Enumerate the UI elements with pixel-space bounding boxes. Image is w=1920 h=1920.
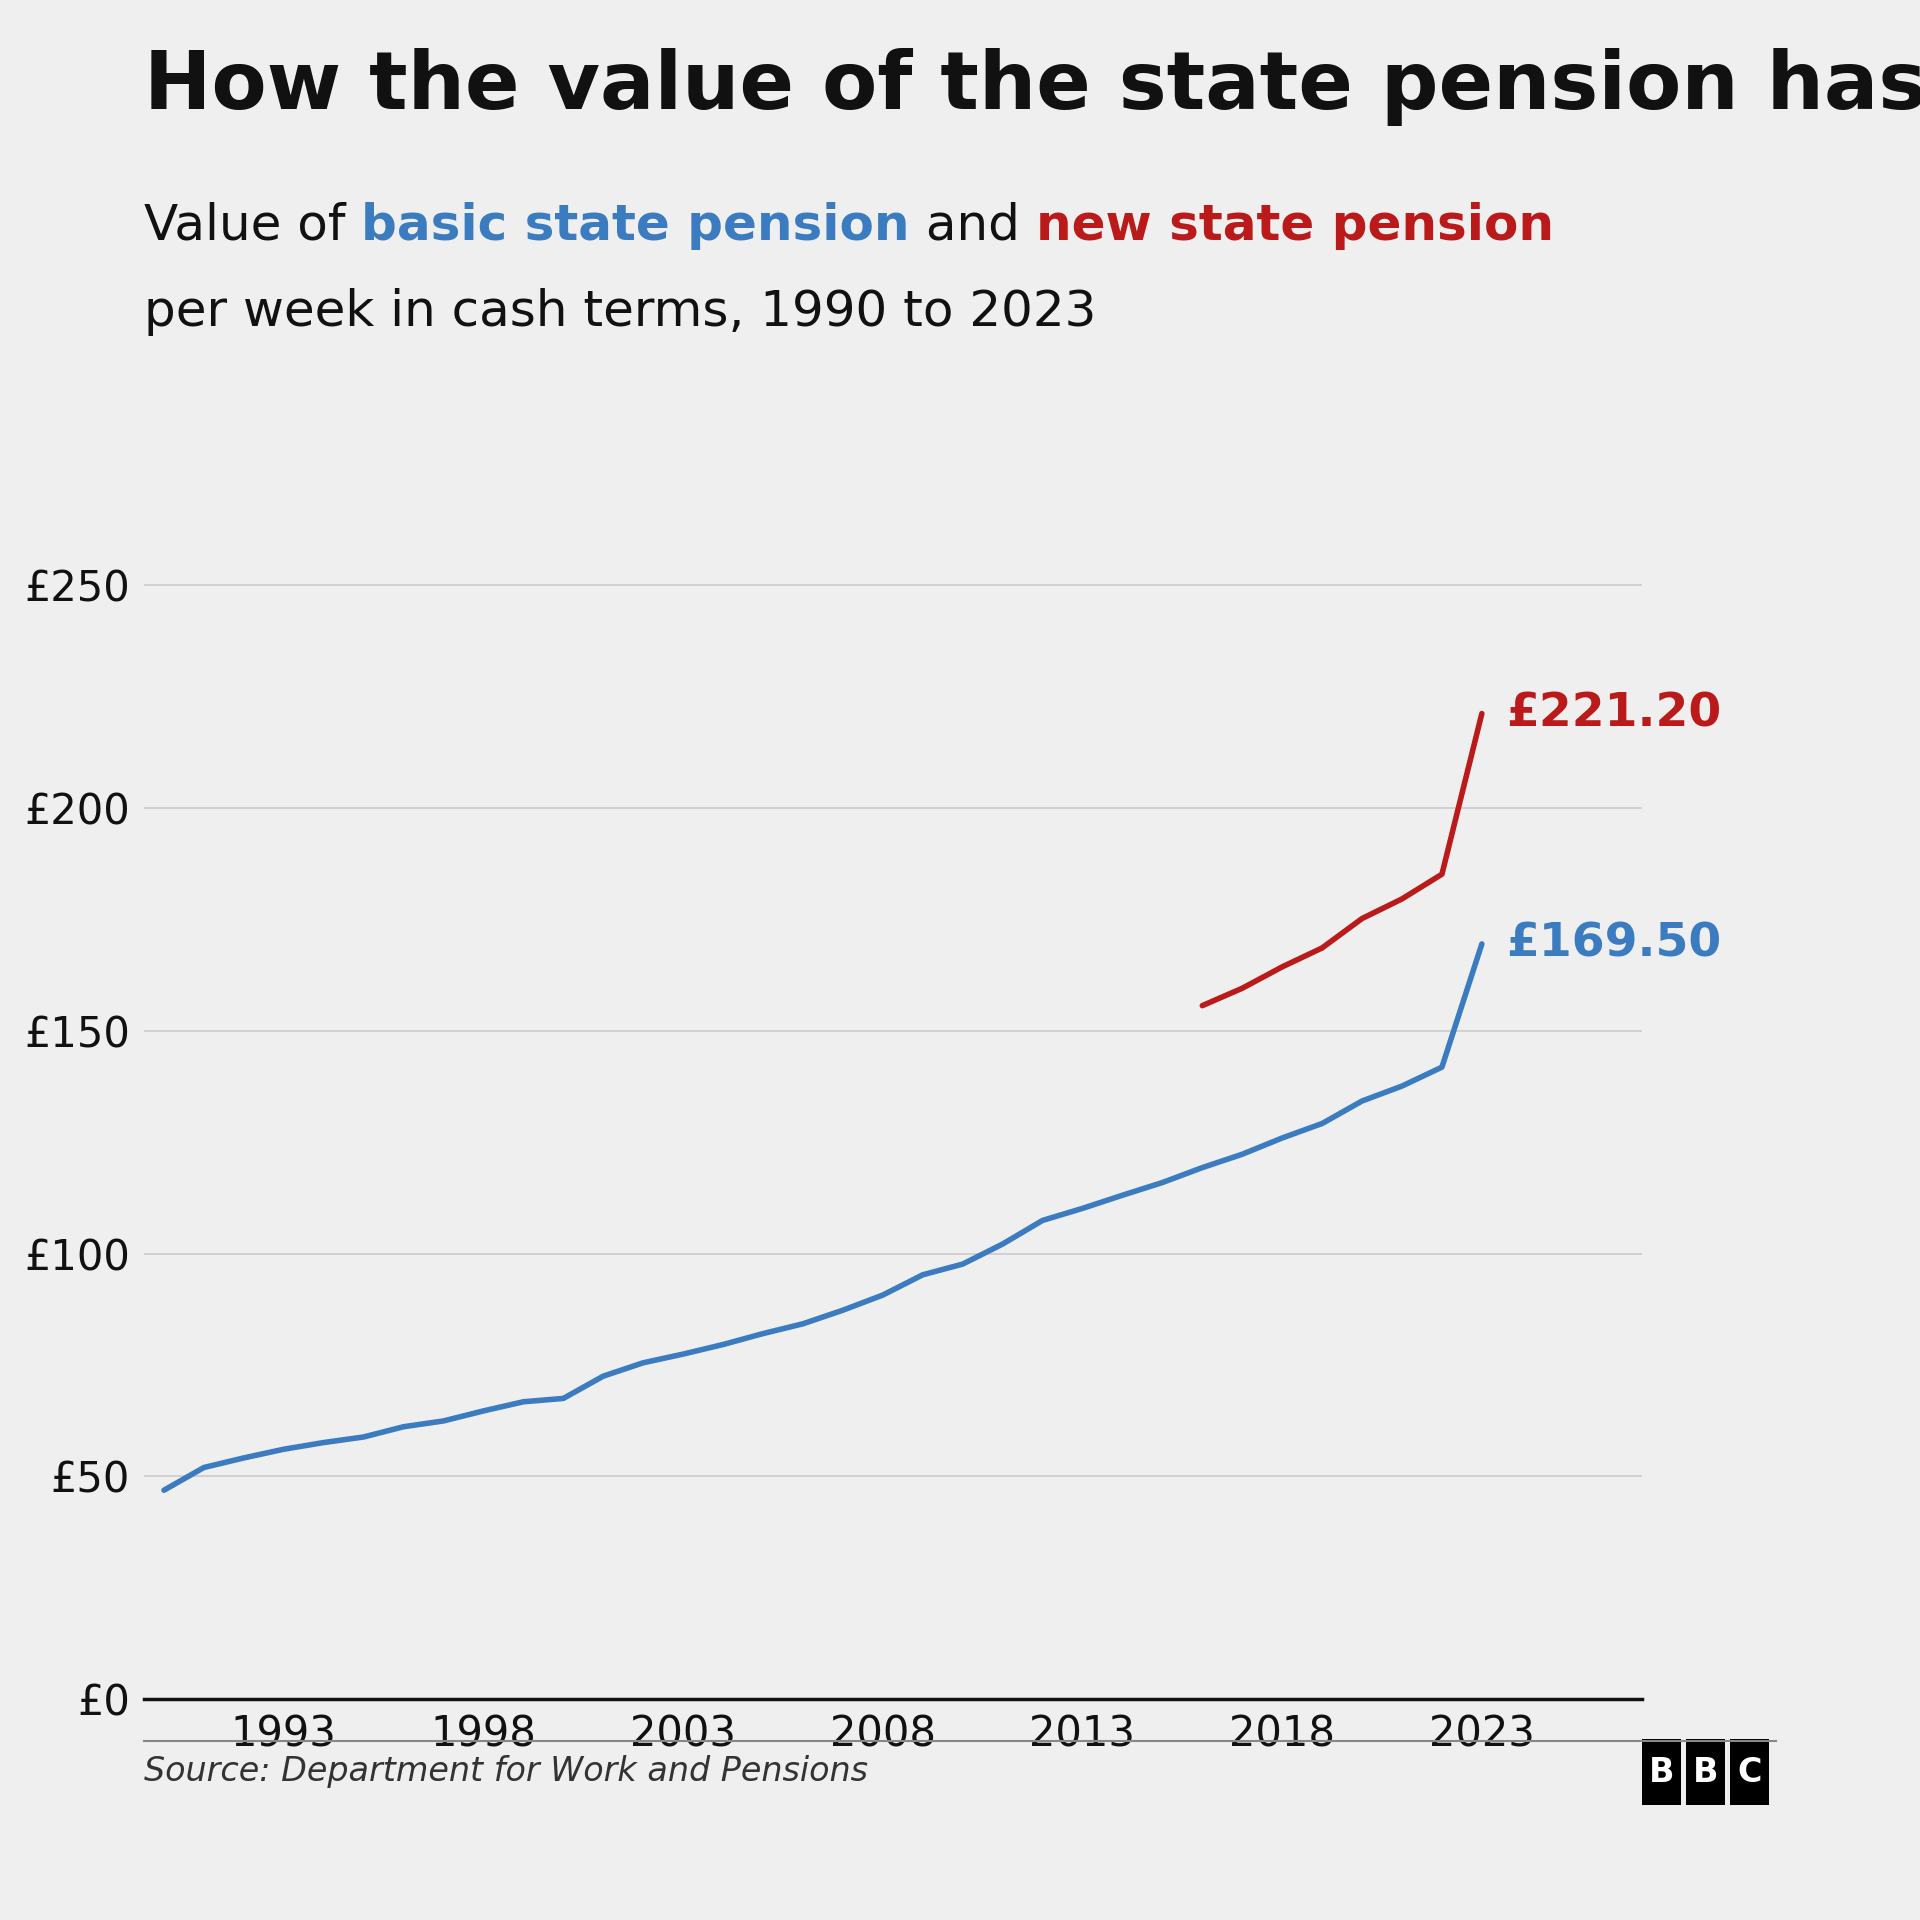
FancyBboxPatch shape [1730,1740,1768,1805]
Text: C: C [1738,1755,1763,1789]
Text: and: and [910,202,1035,250]
FancyBboxPatch shape [1642,1740,1682,1805]
Text: basic state pension: basic state pension [361,202,910,250]
Text: new state pension: new state pension [1035,202,1553,250]
Text: B: B [1649,1755,1674,1789]
Text: per week in cash terms, 1990 to 2023: per week in cash terms, 1990 to 2023 [144,288,1096,336]
Text: Source: Department for Work and Pensions: Source: Department for Work and Pensions [144,1755,868,1788]
Text: B: B [1693,1755,1718,1789]
Text: How the value of the state pension has risen: How the value of the state pension has r… [144,48,1920,127]
Text: Value of: Value of [144,202,361,250]
Text: £169.50: £169.50 [1505,922,1720,966]
FancyBboxPatch shape [1686,1740,1724,1805]
Text: £221.20: £221.20 [1505,691,1720,735]
